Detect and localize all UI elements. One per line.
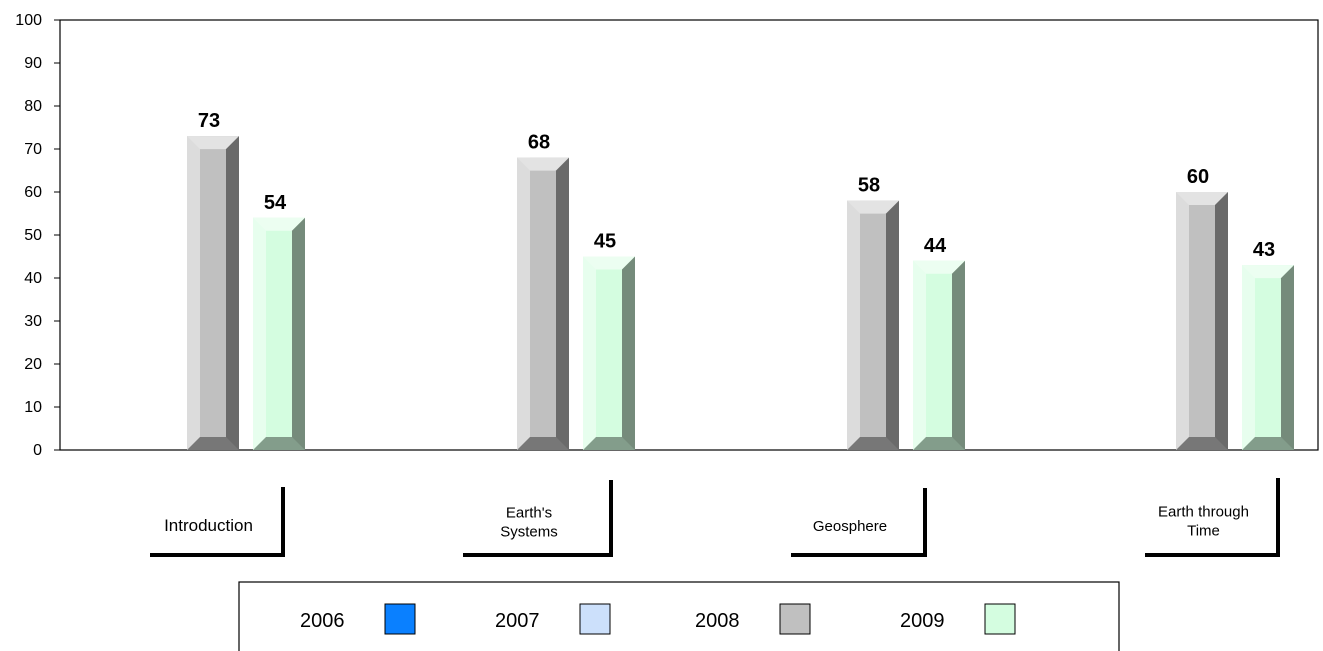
data-label-2008-0: 73 bbox=[198, 110, 220, 132]
legend-label: 2006 bbox=[300, 610, 345, 632]
legend: 2006 2007 2008 2009 bbox=[238, 581, 1120, 651]
category-label-group: Introduction bbox=[150, 487, 285, 557]
legend-label: 2007 bbox=[495, 610, 540, 632]
legend-swatch bbox=[579, 603, 611, 635]
bar-2009-3 bbox=[1242, 265, 1294, 450]
category-label: Earth through Time bbox=[1158, 503, 1249, 539]
category-label-group: Earth's Systems bbox=[463, 480, 613, 557]
bar-2008-1 bbox=[517, 157, 569, 450]
y-tick-label: 0 bbox=[33, 442, 42, 459]
y-tick-label: 90 bbox=[24, 55, 42, 72]
legend-label: 2008 bbox=[695, 610, 740, 632]
data-label-2008-3: 60 bbox=[1187, 166, 1209, 188]
data-label-2008-2: 58 bbox=[858, 175, 880, 197]
data-label-2008-1: 68 bbox=[528, 132, 550, 154]
legend-item-2009: 2009 bbox=[900, 603, 1016, 635]
bar-2009-1 bbox=[583, 256, 635, 450]
y-tick-label: 40 bbox=[24, 270, 42, 287]
y-tick-label: 30 bbox=[24, 313, 42, 330]
category-label-group: Earth through Time bbox=[1145, 478, 1280, 557]
y-tick-label: 60 bbox=[24, 184, 42, 201]
data-label-2009-3: 43 bbox=[1253, 239, 1275, 261]
data-label-2009-0: 54 bbox=[264, 192, 287, 214]
legend-item-2008: 2008 bbox=[695, 603, 811, 635]
legend-item-2006: 2006 bbox=[300, 603, 416, 635]
y-tick-label: 100 bbox=[15, 12, 42, 29]
legend-swatch bbox=[779, 603, 811, 635]
bar-2008-3 bbox=[1176, 192, 1228, 450]
legend-label: 2009 bbox=[900, 610, 945, 632]
y-tick-label: 80 bbox=[24, 98, 42, 115]
bar-2009-0 bbox=[253, 217, 305, 450]
data-labels: 73 54 68 45 58 44 60 43 bbox=[198, 110, 1275, 261]
y-tick-label: 10 bbox=[24, 399, 42, 416]
category-label: Earth's Systems bbox=[500, 504, 558, 540]
y-tick-label: 50 bbox=[24, 227, 42, 244]
bar-2008-2 bbox=[847, 200, 899, 450]
plot-frame bbox=[59, 19, 1319, 451]
category-label: Geosphere bbox=[813, 518, 887, 535]
category-labels: Introduction Earth's Systems Geosphere Earth… bbox=[150, 478, 1280, 557]
bar-2009-2 bbox=[913, 260, 965, 450]
bar-2008-0 bbox=[187, 136, 239, 450]
y-tick-label: 20 bbox=[24, 356, 42, 373]
y-tick-label: 70 bbox=[24, 141, 42, 158]
legend-swatch bbox=[984, 603, 1016, 635]
legend-swatch bbox=[384, 603, 416, 635]
plot-area bbox=[59, 19, 1319, 451]
data-label-2009-1: 45 bbox=[594, 231, 616, 253]
y-axis: 0 10 20 30 40 50 60 70 80 90 100 bbox=[15, 12, 60, 459]
category-label: Introduction bbox=[164, 516, 253, 535]
category-label-group: Geosphere bbox=[791, 488, 927, 557]
legend-item-2007: 2007 bbox=[495, 603, 611, 635]
bars bbox=[187, 136, 1294, 450]
data-label-2009-2: 44 bbox=[924, 235, 947, 257]
